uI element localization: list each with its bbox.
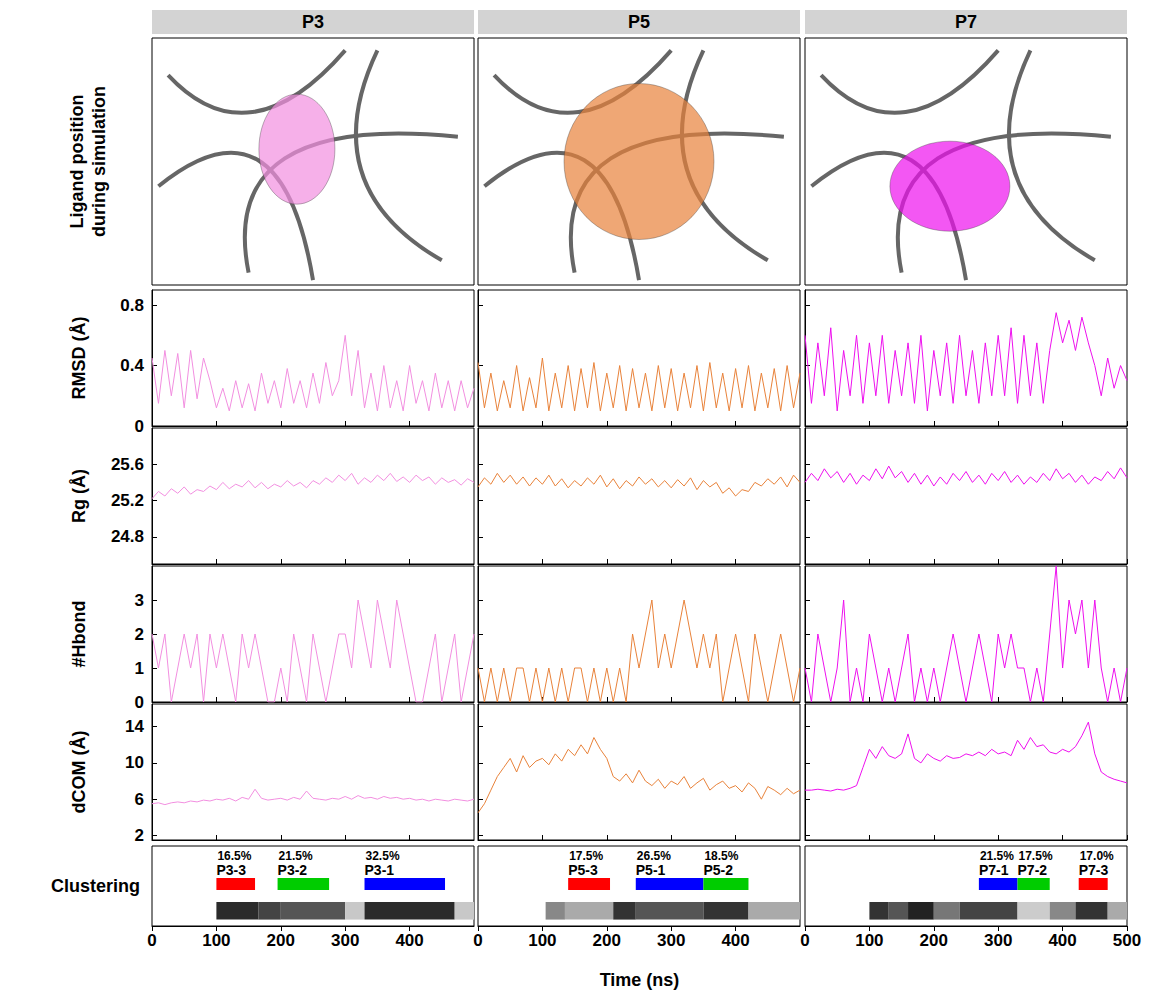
svg-text:Clustering: Clustering <box>51 876 140 896</box>
svg-text:17.5%: 17.5% <box>569 849 603 863</box>
svg-text:Time (ns): Time (ns) <box>600 970 680 990</box>
svg-text:21.5%: 21.5% <box>980 849 1014 863</box>
svg-text:1: 1 <box>135 659 144 678</box>
svg-text:P7-2: P7-2 <box>1018 862 1048 878</box>
svg-text:100: 100 <box>528 931 556 950</box>
svg-text:3: 3 <box>135 591 144 610</box>
svg-text:300: 300 <box>657 931 685 950</box>
svg-text:32.5%: 32.5% <box>366 849 400 863</box>
svg-text:P3-1: P3-1 <box>365 862 395 878</box>
svg-text:18.5%: 18.5% <box>704 849 738 863</box>
svg-text:200: 200 <box>267 931 295 950</box>
svg-text:400: 400 <box>721 931 749 950</box>
svg-text:100: 100 <box>202 931 230 950</box>
svg-text:17.0%: 17.0% <box>1080 849 1114 863</box>
svg-text:300: 300 <box>984 931 1012 950</box>
svg-text:2: 2 <box>135 826 144 845</box>
svg-text:P7-1: P7-1 <box>979 862 1009 878</box>
svg-text:P7: P7 <box>955 12 977 32</box>
svg-text:200: 200 <box>920 931 948 950</box>
svg-text:Rg (Å): Rg (Å) <box>69 469 89 523</box>
svg-text:100: 100 <box>855 931 883 950</box>
svg-text:17.5%: 17.5% <box>1019 849 1053 863</box>
svg-text:P5-1: P5-1 <box>636 862 666 878</box>
svg-text:0.4: 0.4 <box>120 356 144 375</box>
svg-text:300: 300 <box>331 931 359 950</box>
svg-text:P5-2: P5-2 <box>703 862 733 878</box>
svg-text:25.2: 25.2 <box>111 491 144 510</box>
svg-text:10: 10 <box>125 753 144 772</box>
svg-text:P5: P5 <box>628 12 650 32</box>
svg-text:400: 400 <box>395 931 423 950</box>
svg-text:P3-3: P3-3 <box>216 862 246 878</box>
svg-text:dCOM (Å): dCOM (Å) <box>69 731 89 814</box>
svg-text:P3-2: P3-2 <box>278 862 308 878</box>
svg-text:0: 0 <box>147 931 156 950</box>
svg-text:P5-3: P5-3 <box>568 862 598 878</box>
svg-text:16.5%: 16.5% <box>217 849 251 863</box>
svg-text:0: 0 <box>135 417 144 436</box>
svg-text:RMSD (Å): RMSD (Å) <box>69 317 89 400</box>
svg-text:P7-3: P7-3 <box>1079 862 1109 878</box>
svg-text:500: 500 <box>1113 931 1141 950</box>
svg-text:0: 0 <box>135 693 144 712</box>
svg-text:0: 0 <box>800 931 809 950</box>
svg-text:0.8: 0.8 <box>120 296 144 315</box>
svg-text:#Hbond: #Hbond <box>69 601 89 668</box>
svg-text:P3: P3 <box>302 12 324 32</box>
svg-text:2: 2 <box>135 625 144 644</box>
svg-text:26.5%: 26.5% <box>637 849 671 863</box>
svg-text:24.8: 24.8 <box>111 527 144 546</box>
svg-text:during simulation: during simulation <box>89 86 109 237</box>
svg-text:21.5%: 21.5% <box>279 849 313 863</box>
svg-text:400: 400 <box>1048 931 1076 950</box>
svg-text:200: 200 <box>593 931 621 950</box>
svg-text:25.6: 25.6 <box>111 455 144 474</box>
svg-text:0: 0 <box>473 931 482 950</box>
svg-text:Ligand position: Ligand position <box>67 95 87 229</box>
svg-text:14: 14 <box>125 717 144 736</box>
svg-text:6: 6 <box>135 790 144 809</box>
